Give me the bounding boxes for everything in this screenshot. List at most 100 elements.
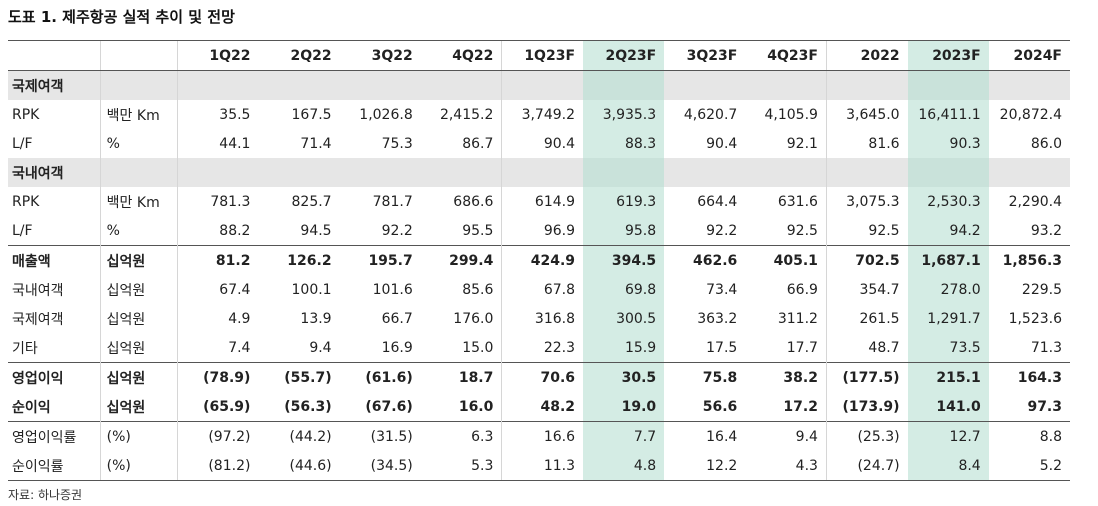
table-cell: 8.4 [907,451,989,481]
section-row: 국내여객 [8,158,1070,187]
table-cell: 17.2 [783,398,818,415]
table-cell: 73.4 [706,281,738,298]
table-cell: 90.4 [706,135,738,152]
table-row: RPK 백만 Km 35.5 167.5 1,026.8 2,415.2 3,749.2 3,… [8,100,1070,129]
table-row: 기타 십억원 7.4 9.4 16.9 15.0 22.3 15.9 17.5 17.7 48.7 7… [8,333,1070,363]
table-cell: 12.2 [664,451,746,481]
row-unit: 십억원 [99,275,178,304]
table-cell [339,70,421,100]
table-cell: 88.3 [583,129,665,158]
table-cell: 9.4 [745,421,827,451]
table-cell: 4,620.7 [683,106,738,123]
table-cell: 619.3 [583,187,665,216]
table-row: 영업이익률 (%) (97.2) (44.2) (31.5) 6.3 16.6 7.7 16.4… [8,421,1070,451]
table-cell: 90.4 [501,129,584,158]
table-cell: 20,872.4 [999,106,1062,123]
table-cell: 5.2 [988,451,1070,481]
row-label: RPK [12,106,40,123]
table-cell: 1,026.8 [359,106,413,123]
table-cell: (61.6) [339,362,421,392]
table-cell: 3,935.3 [583,100,665,129]
table-cell: 81.2 [176,245,259,275]
row-label: 매출액 [8,245,101,275]
table-cell: 2,530.3 [907,187,989,216]
row-unit: 십억원 [99,245,178,275]
row-unit: 십억원 [99,304,178,333]
table-cell: 18.7 [420,362,502,392]
table-cell: 48.7 [825,333,908,363]
table-cell: 94.2 [907,216,989,246]
table-cell: (65.9) [176,392,259,422]
table-cell: 94.5 [300,222,332,239]
row-unit: 십억원 [99,362,178,392]
table-cell [907,70,989,100]
table-cell: 81.6 [825,129,908,158]
table-cell: (34.5) [339,451,421,481]
table-cell: 6.3 [420,421,502,451]
table-row: 순이익 십억원 (65.9) (56.3) (67.6) 16.0 48.2 19.0 56.6… [8,392,1070,422]
table-cell: 92.2 [381,222,413,239]
table-cell: (55.7) [258,362,340,392]
table-cell: 3,645.0 [825,100,908,129]
table-cell: 7.4 [176,333,259,363]
table-row: 국내여객 십억원 67.4 100.1 101.6 85.6 67.8 69.8 73.4 66.… [8,275,1070,304]
row-label: 국제여객 [8,70,101,100]
table-cell [258,70,340,100]
row-unit: % [99,216,178,246]
table-cell: (56.3) [284,398,332,415]
table-cell: (44.2) [258,421,340,451]
table-cell: 93.2 [1030,222,1062,239]
table-cell [501,70,584,100]
table-cell: 95.5 [462,222,494,239]
row-label: 국제여객 [12,311,64,328]
table-cell [825,158,908,187]
table-cell [258,158,340,187]
table-cell: 95.8 [583,216,665,246]
column-header: 2Q22 [258,40,340,71]
table-cell: 30.5 [583,362,665,392]
table-cell: 92.5 [786,222,818,239]
table-cell: 19.0 [583,392,665,422]
table-cell: 92.1 [786,135,818,152]
table-cell: 67.4 [176,275,259,304]
table-cell: 92.5 [825,216,908,246]
table-cell: 126.2 [258,245,340,275]
table-cell: 3,749.2 [501,100,584,129]
column-header: 3Q22 [339,40,421,71]
table-cell: 13.9 [300,310,332,327]
row-unit [99,158,178,187]
table-cell: 195.7 [339,245,421,275]
table-cell: 614.9 [501,187,584,216]
table-cell: 66.9 [786,281,818,298]
table-cell: (81.2) [176,451,259,481]
table-cell [339,158,421,187]
table-cell: (67.6) [365,398,413,415]
row-label: L/F [12,222,33,239]
row-label: L/F [12,135,33,152]
row-unit [99,70,178,100]
row-label: 국내여객 [12,282,64,299]
table-cell: 825.7 [291,193,332,210]
table-cell [420,70,502,100]
table-cell: 16.0 [458,398,494,415]
row-label: 기타 [12,340,38,357]
table-cell: 69.8 [583,275,665,304]
row-unit: (%) [99,421,178,451]
table-cell: (78.9) [176,362,259,392]
table-cell [745,70,827,100]
table-cell: 17.5 [706,339,738,356]
table-cell: 97.3 [1027,398,1062,415]
column-header: 2022 [825,40,908,71]
table-cell: 5.3 [420,451,502,481]
table-cell: 16,411.1 [907,100,989,129]
table-cell [420,158,502,187]
header-row: 1Q22 2Q22 3Q22 4Q22 1Q23F 2Q23F 3Q23F 4Q23F 2022… [8,40,1070,71]
row-label: 순이익 [12,399,51,416]
page-title: 도표 1. 제주항공 실적 추이 및 전망 [8,8,235,26]
table-cell: 67.8 [501,275,584,304]
table-cell: 85.6 [462,281,494,298]
table-cell [745,158,827,187]
table-cell [664,70,746,100]
earnings-table: 1Q22 2Q22 3Q22 4Q22 1Q23F 2Q23F 3Q23F 4Q23F 2022… [8,40,1070,481]
table-cell: 56.6 [702,398,738,415]
